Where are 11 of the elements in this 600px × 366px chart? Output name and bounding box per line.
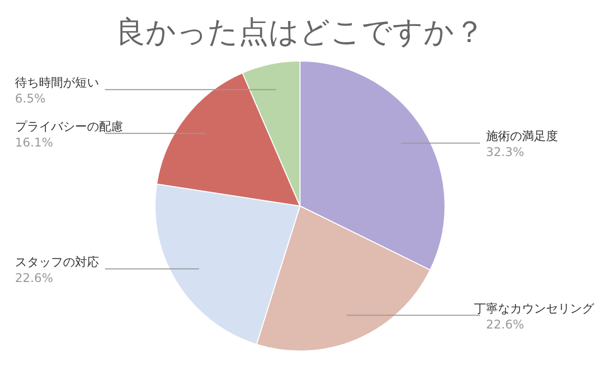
- data-label: 22.6%: [486, 317, 524, 332]
- slice-label: 待ち時間が短い: [15, 76, 99, 90]
- data-label: 16.1%: [15, 135, 54, 150]
- slice-label: スタッフの対応: [15, 254, 99, 269]
- chart-title: 良かった点はどこですか？: [116, 15, 484, 50]
- data-label: 22.6%: [15, 270, 54, 285]
- data-label: 6.5%: [15, 92, 46, 106]
- slice-label: プライバシーの配慮: [15, 119, 123, 134]
- slice-label: 丁寧なカウンセリング: [474, 301, 595, 316]
- data-label: 32.3%: [486, 145, 524, 160]
- slice-label: 施術の満足度: [486, 129, 558, 144]
